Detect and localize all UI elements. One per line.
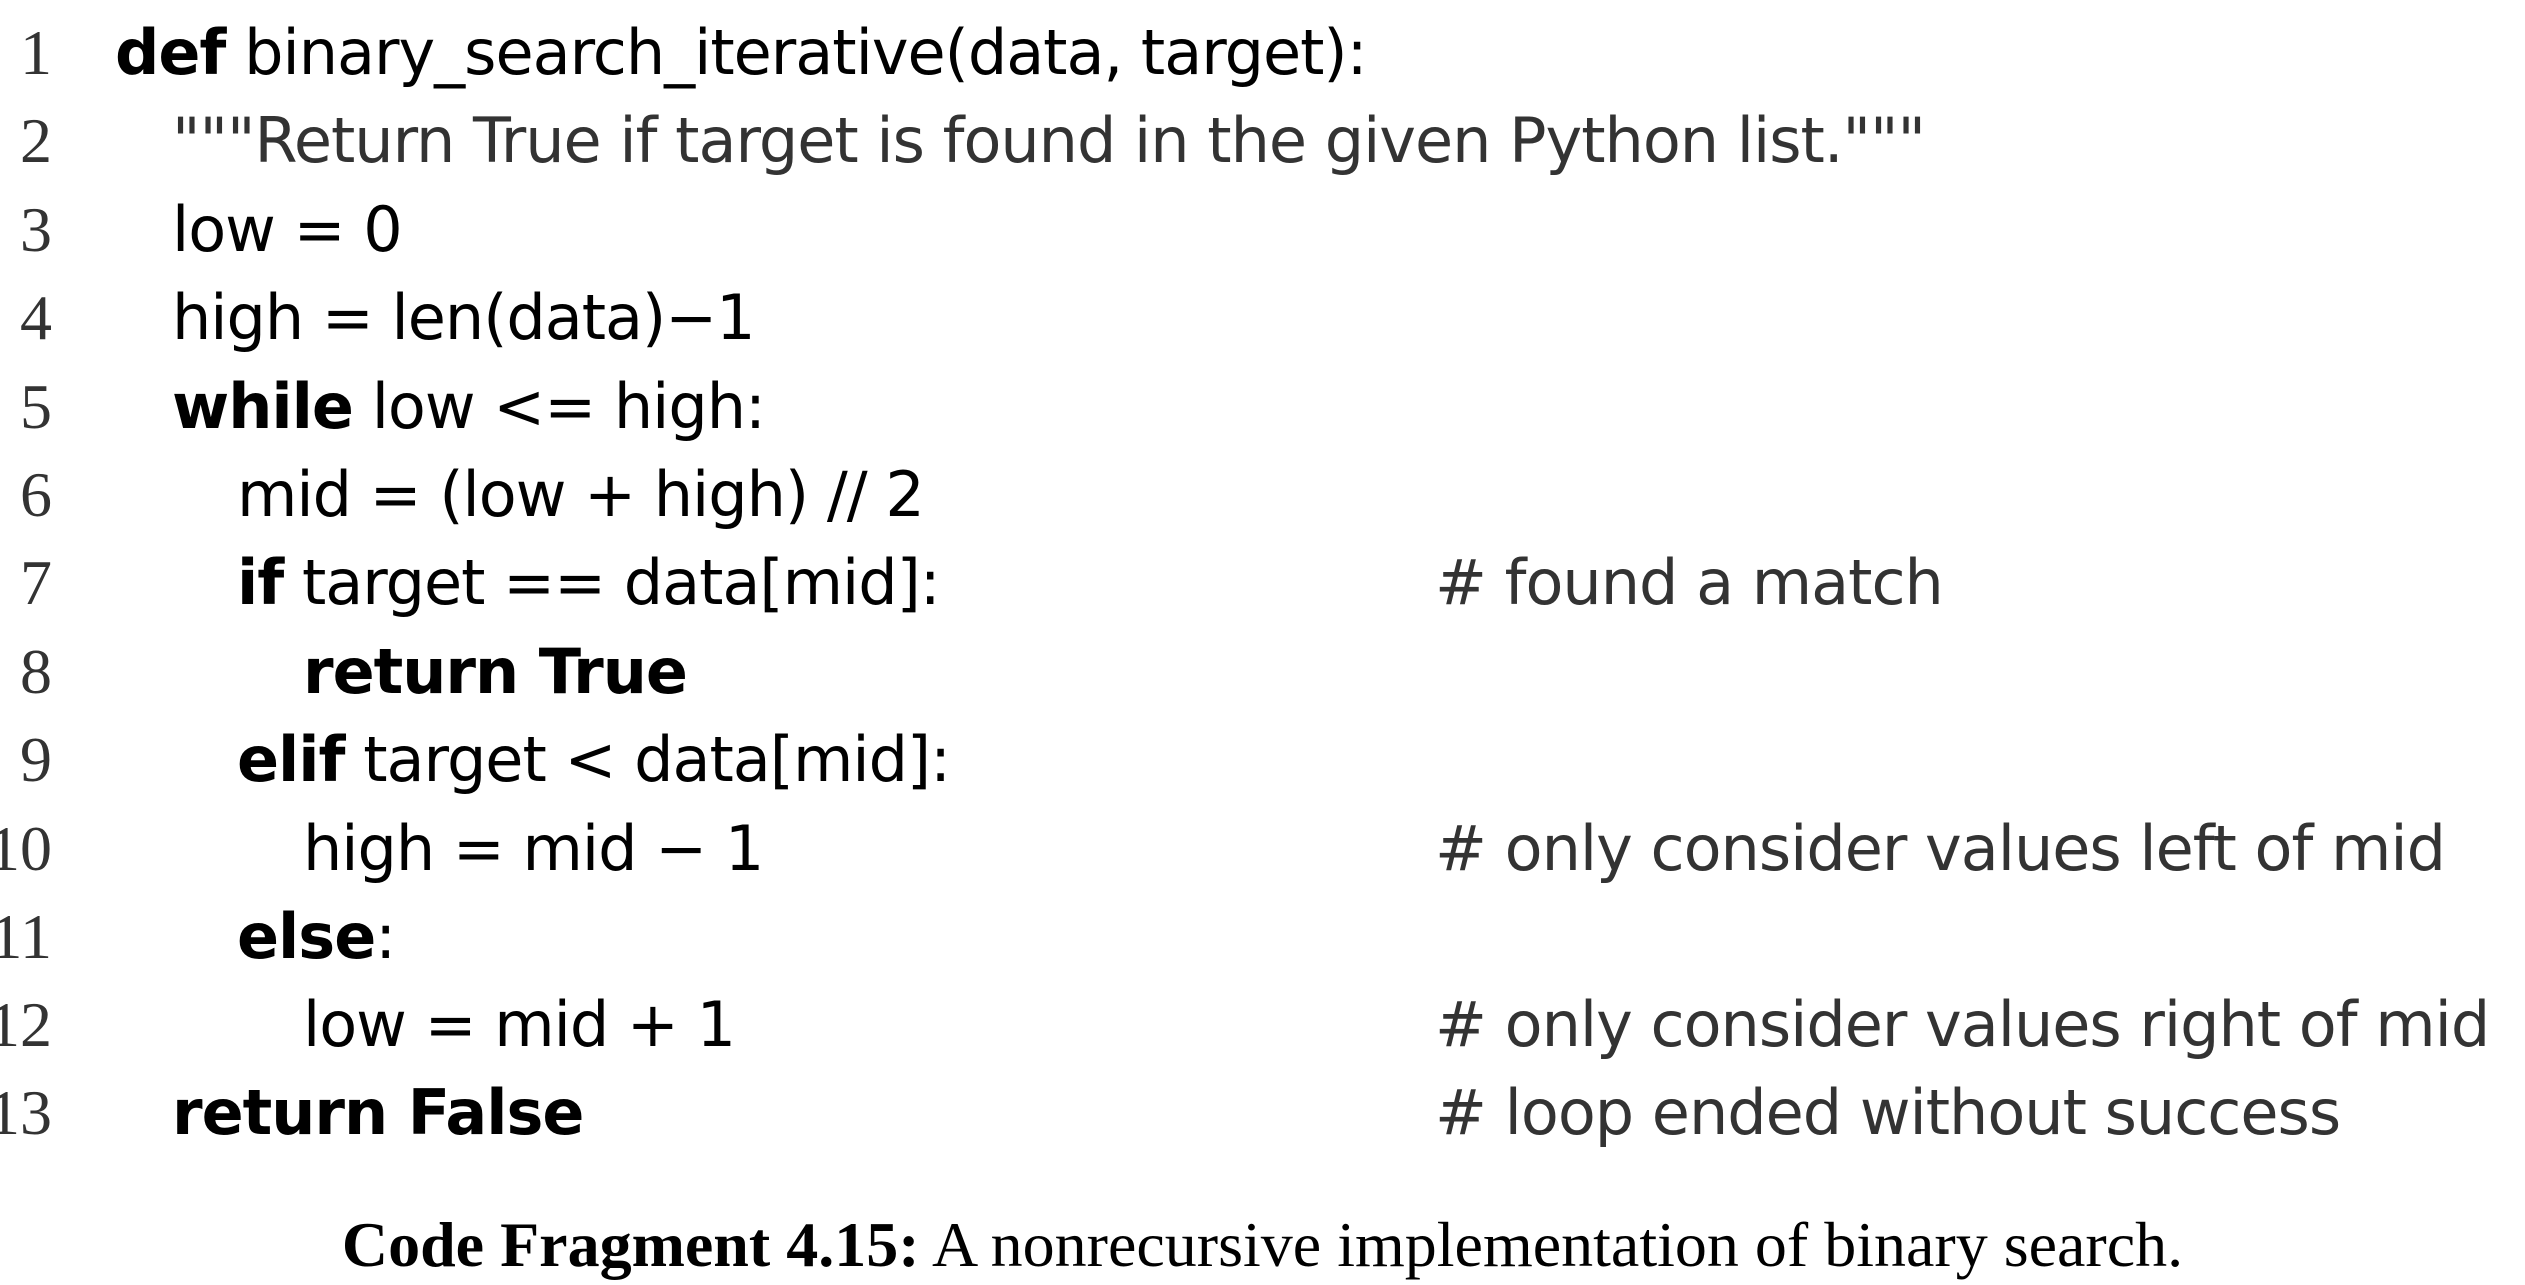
code-content: target == data[mid]: [283,546,941,619]
code-line-13: 13 return False # loop ended without suc… [0,1068,2525,1158]
code-comment: # only consider values left of mid [1435,812,2446,885]
line-number: 11 [0,901,52,972]
code-content: low = 0 [172,193,403,266]
caption-label: Code Fragment 4.15: [341,1209,920,1280]
code-text: while low <= high: [172,362,766,452]
keyword: if [237,546,284,619]
keyword: while [172,370,354,443]
keyword: return True [303,635,688,708]
line-number: 13 [0,1077,52,1148]
code-line-8: 8 return True [0,627,2525,717]
code-listing: 1 def binary_search_iterative(data, targ… [0,8,2525,1158]
code-line-11: 11 else: [0,892,2525,982]
code-comment: # found a match [1435,546,1944,619]
code-text: return True [303,627,688,717]
code-line-4: 4 high = len(data)−1 [0,273,2525,363]
line-number: 2 [20,105,52,176]
code-line-5: 5 while low <= high: [0,362,2525,452]
code-line-12: 12 low = mid + 1 # only consider values … [0,980,2525,1070]
code-content: low <= high: [352,370,766,443]
code-text: elif target < data[mid]: [237,715,951,805]
code-content: : [375,900,396,973]
code-comment: # only consider values right of mid [1435,988,2490,1061]
code-content: target < data[mid]: [344,723,951,796]
code-line-1: 1 def binary_search_iterative(data, targ… [0,8,2525,98]
code-content: high = len(data)−1 [172,281,756,354]
line-number: 9 [20,724,52,795]
figure-caption: Code Fragment 4.15: A nonrecursive imple… [0,1205,2525,1285]
code-text: def binary_search_iterative(data, target… [115,8,1368,98]
code-line-6: 6 mid = (low + high) // 2 [0,450,2525,540]
code-content: binary_search_iterative(data, target): [225,16,1367,89]
line-number: 6 [20,459,52,530]
code-text: return False [172,1068,584,1158]
keyword: def [115,16,226,89]
code-content: low = mid + 1 [303,988,736,1061]
line-number: 8 [20,636,52,707]
keyword: elif [237,723,346,796]
docstring: """Return True if target is found in the… [172,104,1926,177]
code-line-3: 3 low = 0 [0,185,2525,275]
line-number: 3 [20,194,52,265]
line-number: 1 [20,17,52,88]
code-text: if target == data[mid]: [237,538,941,628]
line-number: 5 [20,371,52,442]
code-line-7: 7 if target == data[mid]: # found a matc… [0,538,2525,628]
code-content: high = mid − 1 [303,812,764,885]
code-comment: # loop ended without success [1435,1076,2341,1149]
keyword: else [237,900,376,973]
code-content: mid = (low + high) // 2 [237,458,925,531]
code-line-9: 9 elif target < data[mid]: [0,715,2525,805]
keyword: return False [172,1076,584,1149]
line-number: 10 [0,813,52,884]
code-line-10: 10 high = mid − 1 # only consider values… [0,804,2525,894]
code-line-2: 2 """Return True if target is found in t… [0,96,2525,186]
line-number: 7 [20,547,52,618]
code-text: else: [237,892,396,982]
line-number: 12 [0,989,52,1060]
caption-text: A nonrecursive implementation of binary … [919,1209,2184,1280]
line-number: 4 [20,282,52,353]
